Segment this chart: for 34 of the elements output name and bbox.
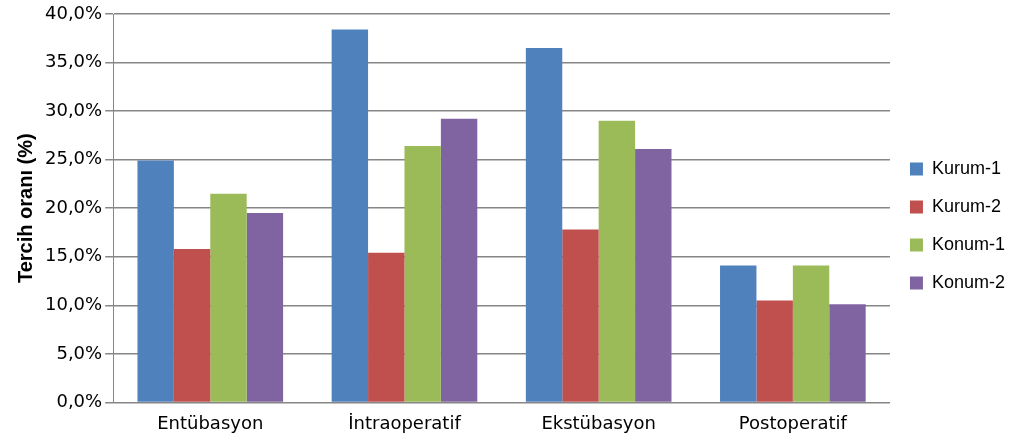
x-tick-label: Ekstübasyon: [541, 411, 656, 433]
bar: [404, 146, 441, 402]
bar: [635, 148, 672, 402]
y-tick-label: 40,0%: [44, 1, 103, 23]
y-tick-label: 5,0%: [56, 341, 103, 363]
x-tick-label: Postoperatif: [738, 411, 848, 433]
y-axis-title: Tercih oranı (%): [13, 133, 36, 284]
bar: [368, 252, 405, 402]
y-tick-label: 35,0%: [44, 50, 103, 72]
bar: [562, 229, 599, 402]
bar: [792, 265, 830, 402]
bar: [246, 213, 284, 402]
x-tick-label: Entübasyon: [157, 411, 264, 433]
bar: [756, 300, 793, 402]
y-tick-label: 0,0%: [56, 390, 103, 412]
legend-label: Kurum-2: [931, 195, 1001, 216]
bar: [137, 160, 174, 402]
y-tick-label: 30,0%: [44, 98, 103, 120]
y-tick-label: 10,0%: [44, 292, 103, 314]
legend-label: Kurum-1: [931, 157, 1001, 178]
legend-label: Konum-2: [931, 271, 1006, 292]
y-tick-label: 25,0%: [44, 147, 103, 169]
bar: [440, 118, 478, 402]
y-tick-label: 15,0%: [44, 244, 103, 266]
bar: [829, 304, 866, 402]
legend-label: Konum-1: [931, 233, 1006, 254]
bar: [598, 120, 636, 402]
bar: [525, 47, 563, 402]
x-tick-label: İntraoperatif: [348, 411, 462, 433]
y-tick-label: 20,0%: [44, 195, 103, 217]
bar: [331, 29, 369, 402]
bar: [210, 193, 247, 402]
bar: [720, 265, 757, 402]
bar: [173, 248, 211, 402]
